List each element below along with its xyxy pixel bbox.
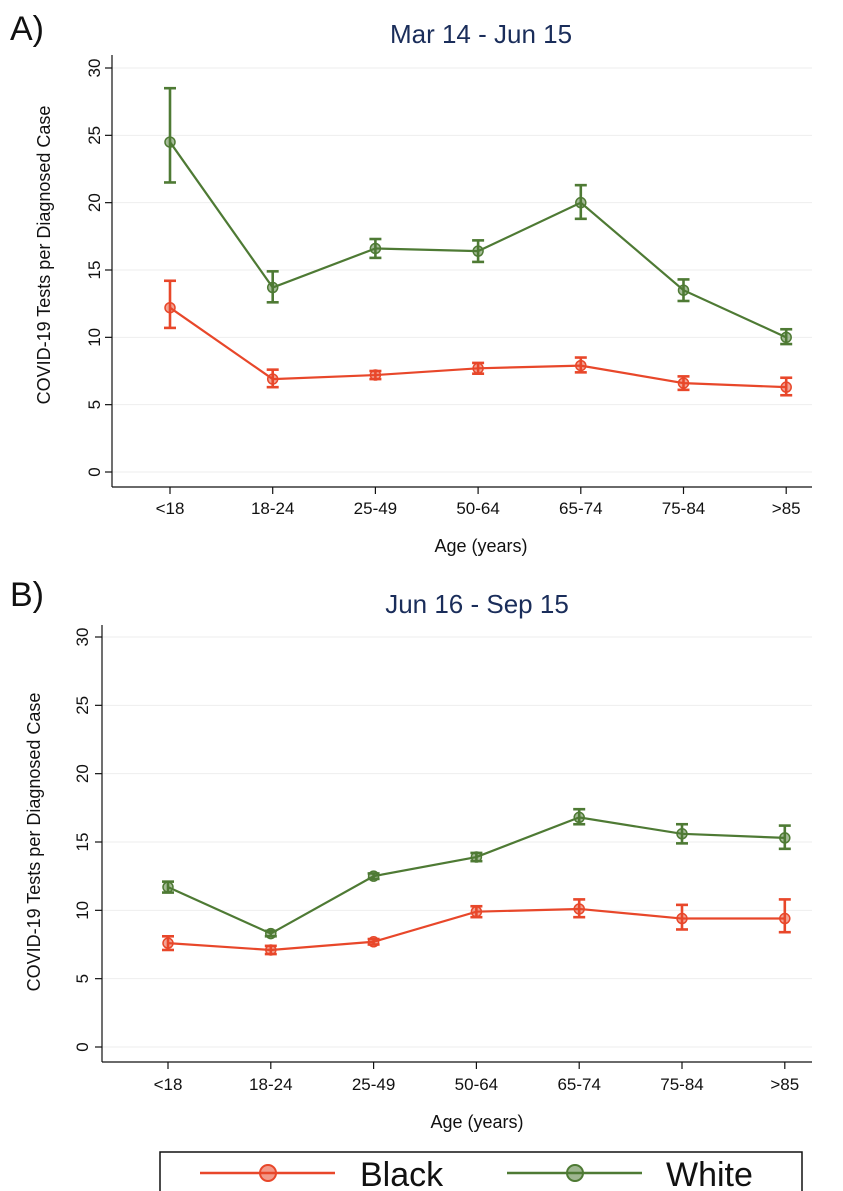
data-point	[266, 373, 279, 385]
data-point	[575, 196, 587, 209]
data-point	[472, 245, 484, 257]
x-tick-label: 75-84	[660, 1075, 703, 1094]
data-point	[470, 905, 483, 918]
data-point	[780, 331, 792, 344]
x-tick-label: >85	[772, 499, 801, 518]
data-point	[575, 359, 587, 372]
plot-area-a: 0 5 10 15 20 25 30 <18 18-24 25-49 50-64 65-74 75-84…	[85, 55, 812, 518]
chart-title-b: Jun 16 - Sep 15	[385, 589, 569, 619]
data-point	[164, 301, 176, 314]
y-tick-label: 25	[73, 696, 92, 715]
legend-marker-black	[259, 1164, 277, 1182]
y-tick-label: 15	[73, 833, 92, 852]
data-point	[266, 281, 279, 294]
series-black	[162, 898, 791, 956]
data-point	[676, 912, 688, 925]
x-axis-title-a: Age (years)	[434, 536, 527, 556]
data-point	[367, 870, 380, 882]
legend-label-black: Black	[360, 1156, 444, 1191]
y-tick-label: 5	[73, 974, 92, 983]
data-point	[164, 136, 176, 148]
panel-label-b: B)	[10, 576, 44, 614]
series-white	[162, 807, 791, 940]
legend-marker-white	[566, 1164, 584, 1182]
chart-panel-a: A) Mar 14 - Jun 15 Age (years) COVID-19 …	[10, 10, 812, 556]
data-point	[162, 881, 174, 893]
x-tick-label: 65-74	[557, 1075, 600, 1094]
data-point	[779, 912, 791, 925]
y-tick-label: 5	[85, 400, 104, 409]
data-point	[369, 242, 382, 255]
x-tick-label: 25-49	[352, 1075, 395, 1094]
y-tick-label: 30	[85, 59, 104, 78]
y-axis-title-b: COVID-19 Tests per Diagnosed Case	[24, 693, 44, 992]
data-point	[367, 936, 380, 948]
series-white	[164, 86, 793, 346]
data-point	[779, 832, 791, 844]
y-tick-label: 0	[85, 467, 104, 476]
data-point	[472, 362, 484, 375]
x-tick-label: 25-49	[354, 499, 397, 518]
y-tick-label: 0	[73, 1042, 92, 1051]
legend-item-black: Black	[200, 1156, 444, 1191]
data-point	[780, 381, 792, 393]
legend-item-white: White	[507, 1156, 753, 1191]
plot-area-b: 0 5 10 15 20 25 30 <18 18-24 25-49 50-64 65-74 75-84…	[73, 625, 812, 1094]
y-axis-title-a: COVID-19 Tests per Diagnosed Case	[34, 106, 54, 405]
y-tick-label: 20	[85, 193, 104, 212]
legend: Black White	[159, 1151, 803, 1191]
x-tick-label: <18	[154, 1075, 183, 1094]
x-tick-label: 18-24	[251, 499, 294, 518]
legend-label-white: White	[666, 1156, 753, 1191]
y-tick-label: 15	[85, 261, 104, 280]
chart-title-a: Mar 14 - Jun 15	[390, 19, 572, 49]
y-tick-label: 30	[73, 628, 92, 647]
data-point	[676, 828, 688, 840]
data-point	[677, 284, 690, 296]
y-tick-label: 20	[73, 764, 92, 783]
y-tick-label: 25	[85, 126, 104, 145]
x-tick-label: 50-64	[455, 1075, 498, 1094]
x-tick-label: 50-64	[456, 499, 499, 518]
x-tick-label: 18-24	[249, 1075, 292, 1094]
x-tick-label: >85	[770, 1075, 799, 1094]
data-point	[573, 903, 585, 915]
data-point	[265, 944, 277, 956]
series-black	[164, 279, 793, 397]
chart-panel-b: B) Jun 16 - Sep 15 Age (years) COVID-19 …	[10, 576, 812, 1132]
x-tick-label: 65-74	[559, 499, 602, 518]
x-tick-label: 75-84	[662, 499, 705, 518]
data-point	[470, 851, 483, 863]
panel-label-a: A)	[10, 10, 44, 48]
y-tick-label: 10	[85, 328, 104, 347]
x-axis-title-b: Age (years)	[430, 1112, 523, 1132]
x-tick-label: <18	[156, 499, 185, 518]
data-point	[573, 811, 585, 824]
data-point	[265, 927, 277, 940]
data-point	[369, 369, 382, 381]
y-tick-label: 10	[73, 901, 92, 920]
data-point	[677, 377, 690, 389]
series-line-black	[169, 306, 787, 389]
data-point	[162, 937, 174, 949]
